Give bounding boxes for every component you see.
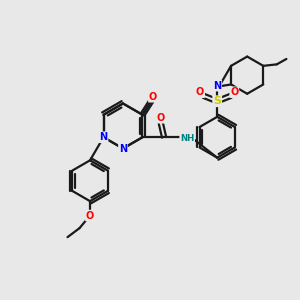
Text: NH: NH [180,134,194,143]
Text: S: S [213,96,221,106]
Text: N: N [100,132,108,142]
Text: O: O [149,92,157,102]
Text: O: O [230,87,238,97]
Text: O: O [196,87,204,97]
Text: N: N [119,143,127,154]
Text: O: O [86,211,94,220]
Text: N: N [213,81,221,91]
Text: O: O [156,113,165,123]
